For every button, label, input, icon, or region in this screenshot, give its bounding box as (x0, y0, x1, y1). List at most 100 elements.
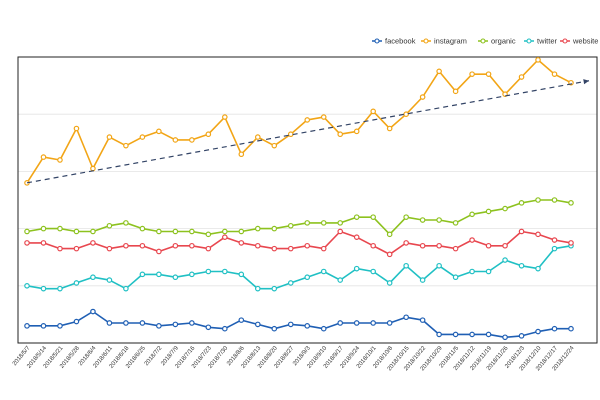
data-point-website (419, 242, 426, 249)
data-point-organic (40, 225, 47, 232)
data-point-facebook (502, 334, 508, 341)
data-point-facebook (353, 320, 360, 326)
data-point-organic (205, 231, 212, 238)
data-point-website (370, 242, 376, 249)
data-point-twitter (320, 268, 327, 275)
data-point-organic (485, 208, 492, 215)
data-point-twitter (452, 274, 459, 281)
data-point-website (386, 251, 393, 258)
data-point-facebook (535, 328, 541, 335)
data-point-website (502, 242, 508, 249)
data-point-instagram (337, 131, 344, 138)
data-point-organic (535, 197, 541, 203)
data-point-website (222, 234, 228, 240)
data-point-facebook (139, 320, 146, 326)
data-point-website (287, 245, 294, 252)
data-point-instagram (90, 165, 96, 172)
data-point-twitter (40, 285, 47, 292)
data-point-instagram (139, 134, 146, 140)
data-point-website (551, 237, 558, 243)
data-point-twitter (287, 280, 294, 286)
data-point-organic (123, 220, 129, 226)
data-point-facebook (568, 325, 574, 332)
data-point-website (189, 242, 195, 249)
data-point-website (254, 242, 261, 249)
data-point-twitter (403, 262, 409, 269)
data-point-twitter (90, 274, 96, 281)
data-point-organic (238, 228, 245, 235)
data-point-organic (106, 222, 113, 229)
data-point-website (172, 242, 179, 249)
data-point-instagram (535, 57, 541, 63)
data-point-organic (287, 222, 294, 229)
data-point-facebook (469, 331, 475, 338)
data-point-organic (90, 228, 96, 235)
data-point-instagram (518, 74, 525, 80)
data-point-twitter (469, 268, 475, 275)
data-point-twitter (353, 265, 360, 272)
data-point-twitter (436, 262, 442, 269)
data-point-facebook (304, 323, 311, 329)
data-point-twitter (485, 268, 492, 275)
data-point-organic (353, 214, 360, 220)
data-point-organic (73, 228, 80, 235)
data-point-organic (436, 217, 442, 223)
data-point-facebook (90, 308, 96, 315)
series-line-twitter (26, 245, 572, 290)
legend-marker-dot-facebook (374, 38, 380, 44)
data-point-instagram (452, 88, 459, 95)
data-point-facebook (189, 320, 195, 326)
data-point-organic (370, 214, 376, 220)
data-point-twitter (156, 271, 162, 278)
data-point-twitter (139, 271, 146, 278)
data-point-twitter (535, 265, 541, 272)
data-point-twitter (518, 262, 525, 269)
data-point-organic (57, 225, 63, 232)
data-point-facebook (452, 331, 459, 338)
data-point-instagram (370, 108, 376, 115)
trendline-arrowhead (583, 79, 589, 85)
data-point-organic (24, 228, 30, 235)
data-point-organic (189, 228, 195, 235)
series-line-instagram (26, 59, 572, 184)
data-point-organic (386, 231, 393, 238)
data-point-twitter (419, 277, 426, 283)
data-point-twitter (222, 268, 228, 275)
data-point-website (40, 240, 47, 246)
data-point-instagram (123, 142, 129, 149)
data-point-twitter (254, 285, 261, 292)
data-point-facebook (254, 321, 261, 328)
data-point-organic (452, 220, 459, 226)
data-point-instagram (271, 142, 278, 149)
data-point-organic (518, 200, 525, 206)
data-point-instagram (189, 137, 195, 143)
data-point-twitter (24, 282, 30, 289)
data-point-organic (337, 220, 344, 226)
data-point-website (271, 245, 278, 252)
data-point-twitter (370, 268, 376, 275)
data-point-instagram (287, 131, 294, 138)
data-point-website (238, 240, 245, 246)
data-point-instagram (469, 71, 475, 77)
data-point-website (139, 242, 146, 249)
data-point-organic (551, 197, 558, 203)
data-point-facebook (271, 325, 278, 332)
legend-marker-dot-twitter (526, 38, 532, 44)
data-point-instagram (172, 137, 179, 143)
data-point-instagram (320, 114, 327, 120)
data-point-facebook (370, 320, 376, 326)
data-point-website (568, 240, 574, 246)
data-point-facebook (24, 323, 30, 329)
legend-marker-dot-instagram (423, 38, 429, 44)
data-point-facebook (238, 317, 245, 323)
data-point-twitter (304, 274, 311, 281)
series-line-facebook (27, 310, 571, 339)
data-point-facebook (386, 320, 393, 326)
data-point-instagram (106, 134, 113, 140)
data-point-twitter (386, 280, 393, 286)
data-point-instagram (436, 68, 442, 75)
data-point-website (106, 245, 113, 252)
data-point-instagram (485, 71, 492, 77)
data-point-website (485, 242, 492, 249)
data-point-website (57, 245, 63, 252)
